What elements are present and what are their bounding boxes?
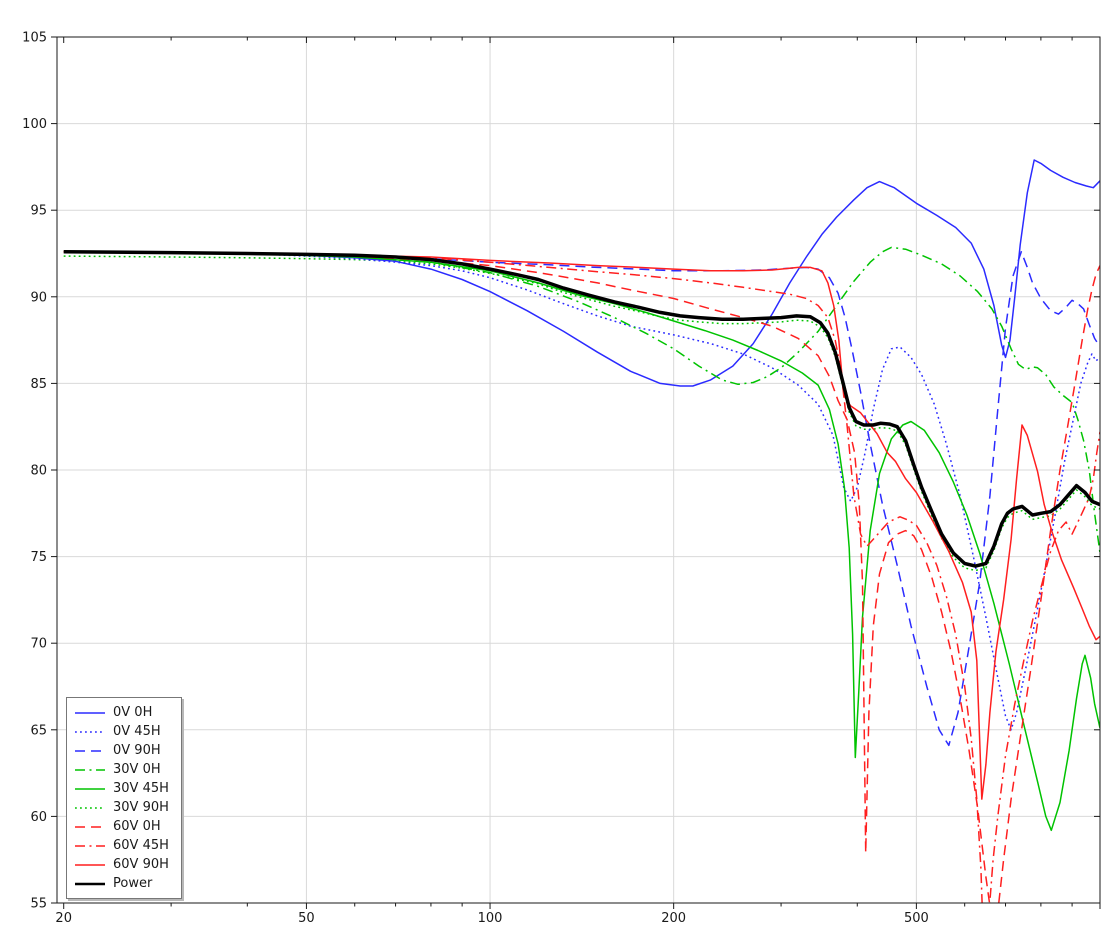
series-group bbox=[63, 159, 1100, 903]
x-axis-label: 200 bbox=[661, 911, 686, 926]
legend-entry-60v-45h: 60V 45H bbox=[75, 836, 169, 855]
legend-label: 60V 90H bbox=[113, 857, 169, 872]
legend-label: Power bbox=[113, 876, 153, 891]
legend-entry-0v-45h: 0V 45H bbox=[75, 722, 169, 741]
x-axis-label: 50 bbox=[298, 911, 315, 926]
legend-label: 0V 90H bbox=[113, 743, 161, 758]
legend-line-sample bbox=[75, 768, 105, 771]
legend-line-sample bbox=[75, 882, 105, 885]
legend-line-sample bbox=[75, 711, 105, 714]
y-axis-label: 100 bbox=[22, 117, 47, 132]
legend-entry-0v-0h: 0V 0H bbox=[75, 703, 169, 722]
y-axis-label: 95 bbox=[30, 204, 47, 219]
y-axis-label: 85 bbox=[30, 377, 47, 392]
legend-line-sample bbox=[75, 806, 105, 809]
series-line-30v-90h bbox=[63, 255, 1100, 572]
series-line-0v-0h bbox=[63, 159, 1100, 387]
y-axis-label: 65 bbox=[30, 723, 47, 738]
legend-line-sample bbox=[75, 844, 105, 847]
legend-entry-60v-90h: 60V 90H bbox=[75, 855, 169, 874]
y-axis-label: 80 bbox=[30, 464, 47, 479]
y-axis-label: 90 bbox=[30, 290, 47, 305]
y-axis-label: 60 bbox=[30, 810, 47, 825]
legend-label: 0V 45H bbox=[113, 724, 161, 739]
legend-line-sample bbox=[75, 730, 105, 733]
legend-line-sample bbox=[75, 787, 105, 790]
x-axis-label: 100 bbox=[478, 911, 503, 926]
legend-label: 30V 0H bbox=[113, 762, 161, 777]
series-line-power bbox=[63, 250, 1100, 568]
y-axis-label: 105 bbox=[22, 31, 47, 46]
series-line-60v-45h bbox=[63, 251, 1100, 903]
legend-label: 30V 90H bbox=[113, 800, 169, 815]
legend-line-sample bbox=[75, 825, 105, 828]
x-axis-label: 20 bbox=[55, 911, 72, 926]
series-line-30v-45h bbox=[63, 251, 1100, 832]
legend-label: 60V 0H bbox=[113, 819, 161, 834]
y-axis-label: 55 bbox=[30, 897, 47, 912]
series-line-60v-0h bbox=[63, 251, 1100, 903]
legend-box: 0V 0H 0V 45H 0V 90H 30V 0H 30V 45H 30V 90H 60V… bbox=[66, 697, 182, 899]
series-line-0v-45h bbox=[63, 251, 1100, 731]
legend-entry-30v-0h: 30V 0H bbox=[75, 760, 169, 779]
legend-entry-60v-0h: 60V 0H bbox=[75, 817, 169, 836]
legend-line-sample bbox=[75, 749, 105, 752]
legend-label: 0V 0H bbox=[113, 705, 153, 720]
x-axis-label: 500 bbox=[904, 911, 929, 926]
legend-entry-power: Power bbox=[75, 874, 169, 893]
y-axis-label: 70 bbox=[30, 637, 47, 652]
series-line-30v-0h bbox=[63, 246, 1100, 554]
legend-entry-30v-90h: 30V 90H bbox=[75, 798, 169, 817]
y-axis-label: 75 bbox=[30, 550, 47, 565]
legend-line-sample bbox=[75, 863, 105, 866]
series-line-60v-90h bbox=[63, 251, 1100, 800]
legend-label: 60V 45H bbox=[113, 838, 169, 853]
legend-entry-30v-45h: 30V 45H bbox=[75, 779, 169, 798]
legend-entry-0v-90h: 0V 90H bbox=[75, 741, 169, 760]
series-line-0v-90h bbox=[63, 251, 1100, 747]
legend-label: 30V 45H bbox=[113, 781, 169, 796]
